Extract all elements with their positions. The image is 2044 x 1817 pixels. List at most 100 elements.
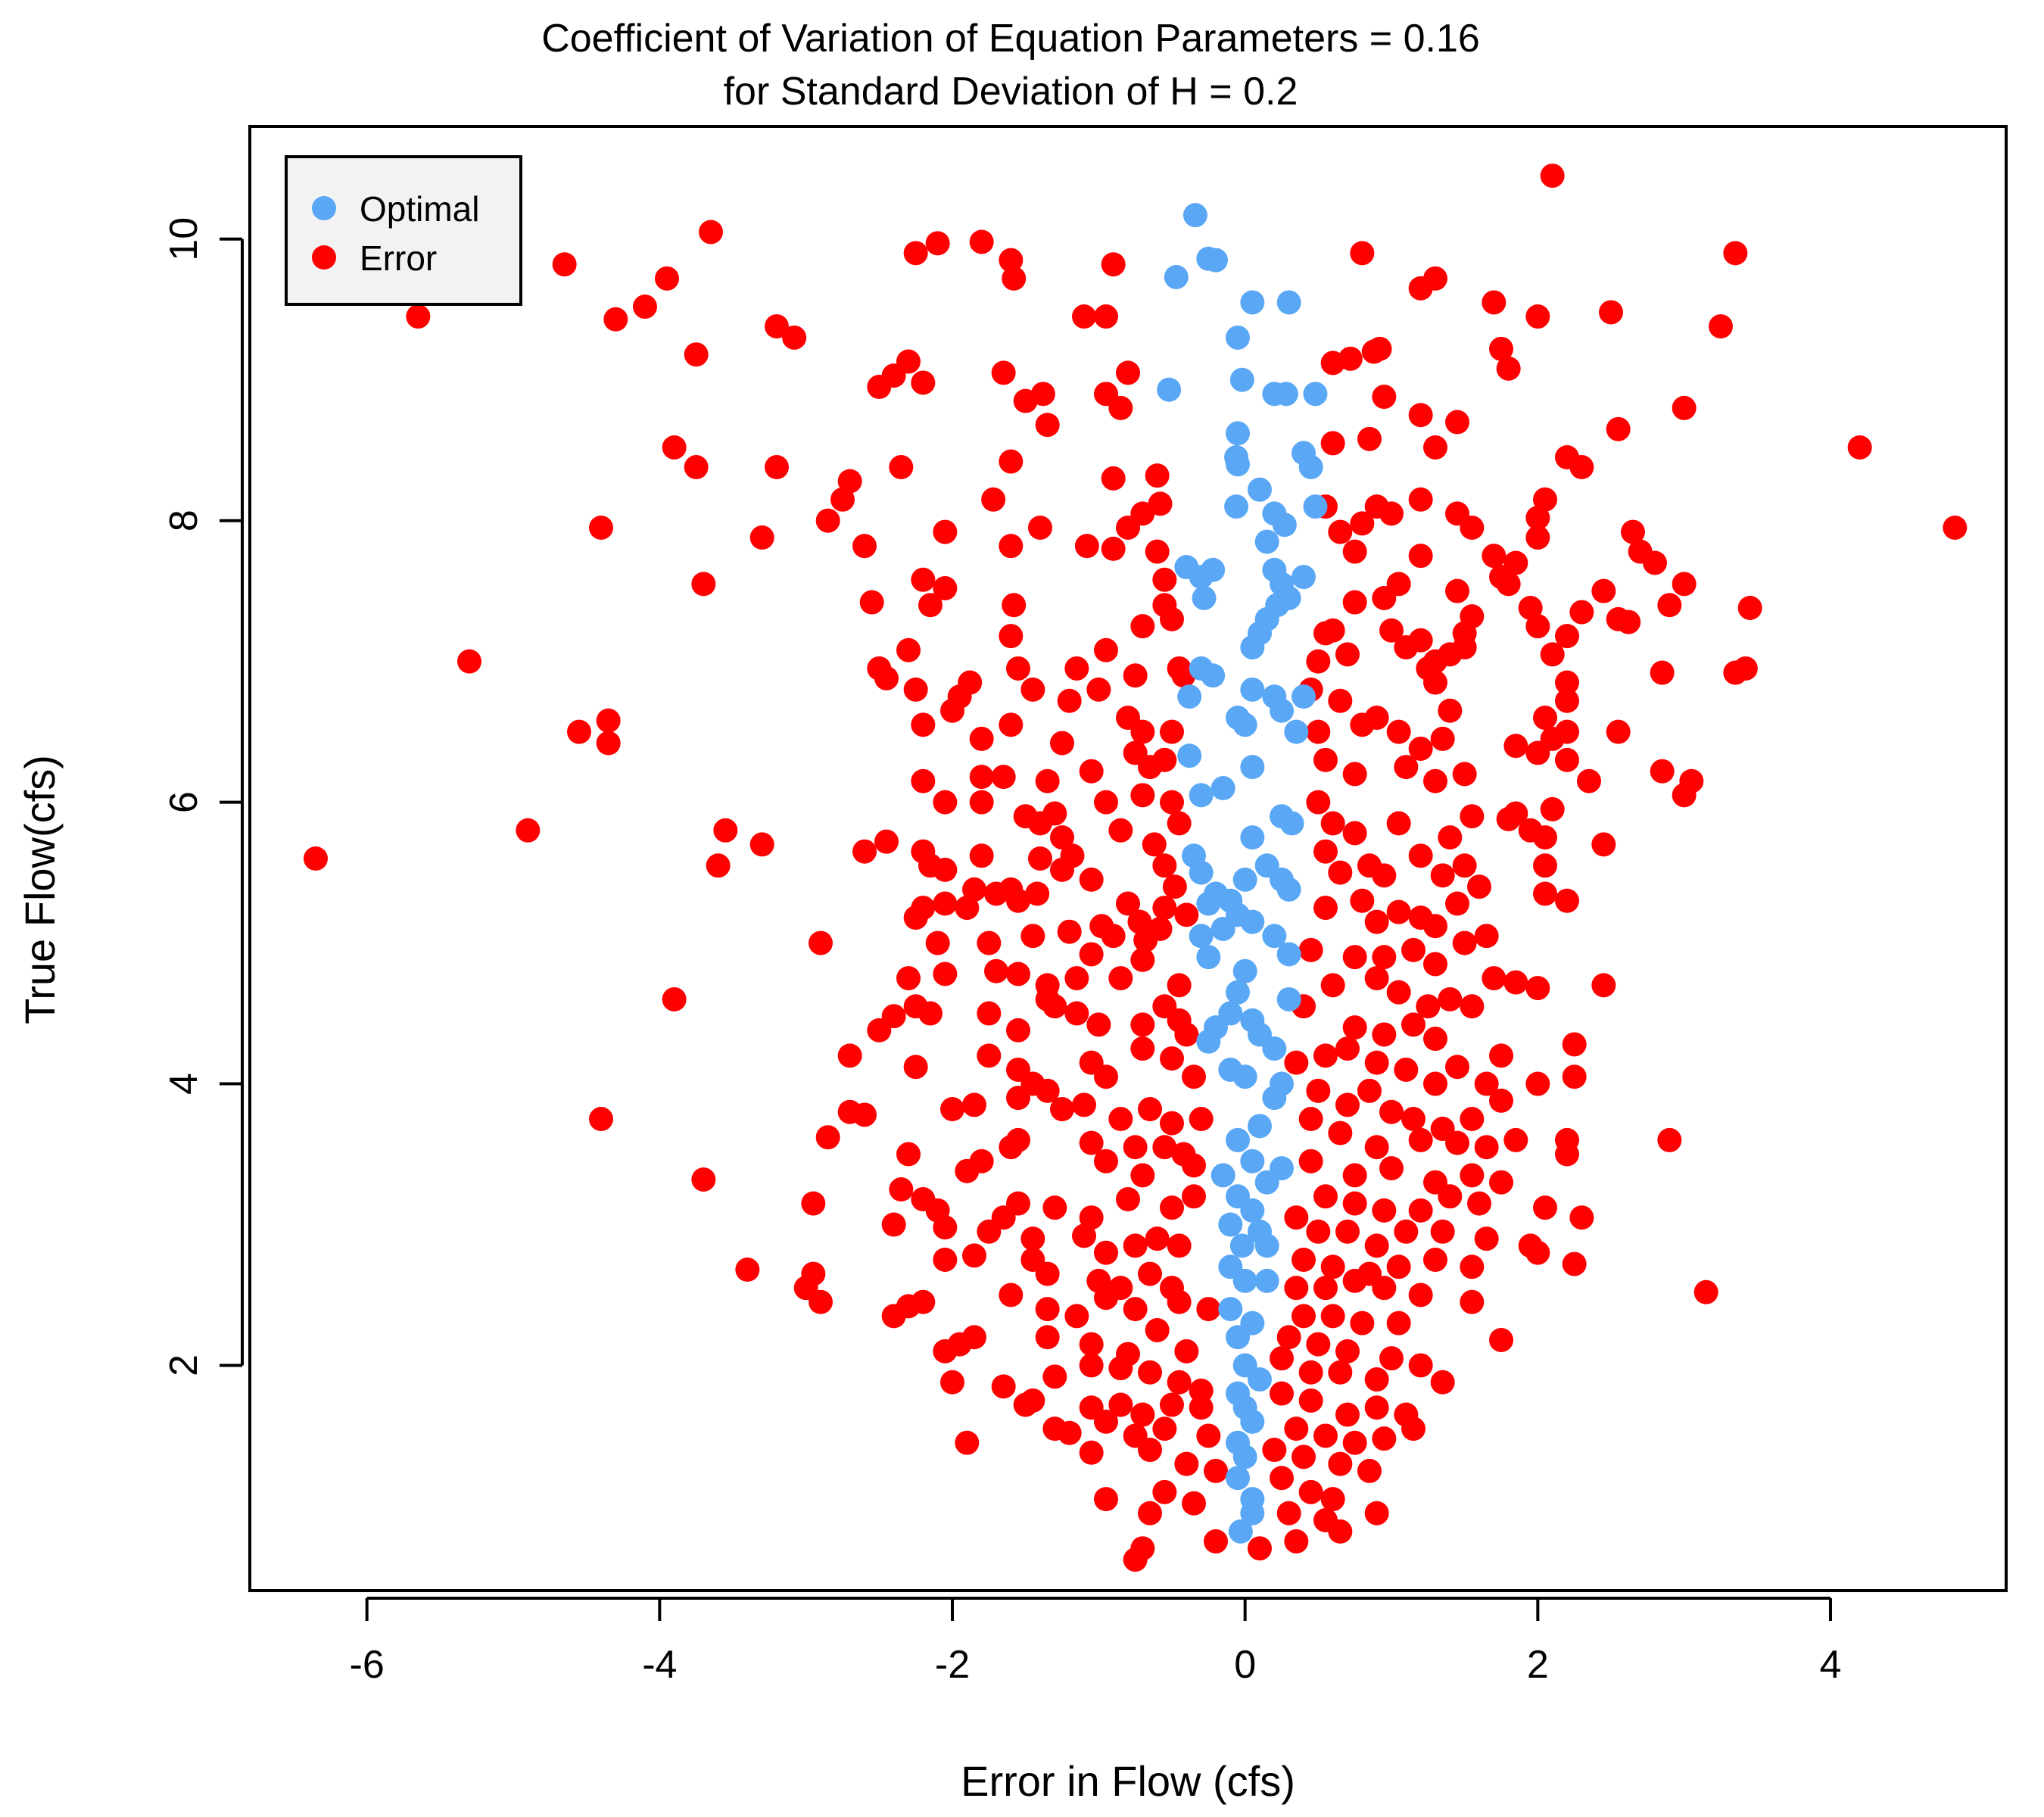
data-point-error bbox=[684, 342, 709, 367]
data-point-error bbox=[1386, 719, 1411, 744]
data-point-error bbox=[933, 857, 958, 882]
data-point-optimal bbox=[1240, 635, 1265, 660]
data-point-optimal bbox=[1232, 867, 1257, 892]
data-point-error bbox=[1408, 1282, 1433, 1307]
data-point-error bbox=[1386, 899, 1411, 924]
data-point-error bbox=[933, 1339, 958, 1364]
data-point-error bbox=[1313, 839, 1338, 864]
y-axis-label: True Flow(cfs) bbox=[16, 755, 64, 1024]
data-point-error bbox=[1320, 1487, 1345, 1512]
data-point-error bbox=[1430, 726, 1455, 751]
data-point-optimal bbox=[1229, 367, 1254, 392]
data-point-error bbox=[1335, 1036, 1360, 1061]
data-point-optimal bbox=[1298, 455, 1323, 480]
data-point-error bbox=[1152, 853, 1177, 878]
data-point-optimal bbox=[1196, 1029, 1221, 1054]
data-point-error bbox=[852, 1102, 877, 1127]
data-point-error bbox=[1364, 966, 1389, 991]
data-point-error bbox=[749, 525, 774, 550]
data-point-error bbox=[1350, 1311, 1375, 1335]
data-point-error bbox=[1116, 360, 1140, 385]
data-point-error bbox=[1152, 567, 1177, 592]
data-point-error bbox=[991, 360, 1016, 385]
data-point-error bbox=[1423, 1071, 1447, 1096]
data-point-error bbox=[1518, 595, 1543, 620]
data-point-error bbox=[1079, 867, 1104, 892]
data-point-error bbox=[1709, 314, 1733, 339]
data-point-error bbox=[1160, 1046, 1184, 1071]
data-point-error bbox=[1182, 1491, 1206, 1516]
data-point-error bbox=[1372, 1022, 1397, 1047]
data-point-error bbox=[1130, 1012, 1155, 1037]
data-point-error bbox=[1489, 336, 1513, 361]
data-point-error bbox=[1445, 1130, 1469, 1155]
data-point-error bbox=[1270, 1466, 1294, 1491]
data-point-error bbox=[1386, 1311, 1411, 1335]
data-point-error bbox=[749, 832, 774, 857]
legend-label-error: Error bbox=[360, 238, 437, 278]
data-point-error bbox=[662, 986, 687, 1011]
data-point-error bbox=[1342, 1163, 1367, 1188]
data-point-error bbox=[1152, 1479, 1177, 1504]
data-point-error bbox=[1189, 1395, 1214, 1420]
data-point-error bbox=[1160, 1195, 1184, 1220]
data-point-error bbox=[1108, 966, 1133, 991]
data-point-error bbox=[809, 1289, 833, 1314]
data-point-error bbox=[1298, 1388, 1323, 1413]
data-point-error bbox=[1248, 1536, 1272, 1561]
data-point-error bbox=[1020, 924, 1045, 949]
data-point-optimal bbox=[1240, 290, 1265, 315]
data-point-error bbox=[1152, 896, 1177, 921]
data-point-optimal bbox=[1240, 677, 1265, 702]
data-point-error bbox=[1328, 1451, 1353, 1476]
data-point-error bbox=[1438, 1184, 1463, 1209]
data-point-error bbox=[406, 304, 431, 329]
data-point-error bbox=[1030, 382, 1055, 407]
data-point-error bbox=[1306, 1332, 1331, 1357]
legend-marker-error bbox=[312, 245, 336, 270]
data-point-error bbox=[1116, 1187, 1140, 1212]
data-point-error bbox=[1496, 356, 1521, 381]
x-tick-label: 4 bbox=[1820, 1643, 1842, 1687]
data-point-optimal bbox=[1303, 494, 1328, 519]
data-point-error bbox=[1335, 1339, 1360, 1364]
plot-frame bbox=[248, 125, 2008, 1592]
data-point-optimal bbox=[1262, 924, 1287, 949]
data-point-error bbox=[1847, 435, 1872, 460]
data-point-error bbox=[1474, 1135, 1499, 1160]
data-point-error bbox=[918, 1001, 943, 1026]
data-point-error bbox=[1364, 1050, 1389, 1075]
x-tick-label: 2 bbox=[1527, 1643, 1549, 1687]
data-point-optimal bbox=[1226, 421, 1250, 446]
data-point-error bbox=[1394, 1057, 1419, 1082]
data-point-error bbox=[1079, 1332, 1104, 1357]
data-point-error bbox=[1035, 1297, 1060, 1322]
data-point-error bbox=[1606, 416, 1631, 441]
data-point-error bbox=[830, 487, 855, 512]
data-point-error bbox=[1606, 719, 1631, 744]
data-point-error bbox=[1320, 618, 1345, 643]
data-point-error bbox=[1130, 1163, 1155, 1188]
data-point-error bbox=[981, 487, 1006, 512]
data-point-error bbox=[1313, 1423, 1338, 1448]
data-point-error bbox=[596, 708, 621, 733]
data-point-error bbox=[1357, 1458, 1382, 1483]
data-point-optimal bbox=[1226, 1127, 1250, 1152]
data-point-error bbox=[1002, 266, 1027, 291]
data-point-error bbox=[1489, 1170, 1513, 1195]
data-point-error bbox=[1650, 759, 1675, 784]
data-point-error bbox=[457, 649, 481, 674]
data-point-error bbox=[1342, 1015, 1367, 1040]
data-point-error bbox=[999, 712, 1024, 737]
data-point-optimal bbox=[1157, 377, 1182, 402]
data-point-optimal bbox=[1240, 1148, 1265, 1173]
data-point-optimal bbox=[1262, 1036, 1287, 1061]
data-point-error bbox=[1379, 1346, 1404, 1371]
data-point-error bbox=[1130, 1402, 1155, 1427]
data-point-error bbox=[881, 1212, 906, 1237]
data-point-error bbox=[1503, 801, 1528, 826]
data-point-error bbox=[1430, 1370, 1455, 1395]
data-point-error bbox=[1445, 410, 1469, 435]
data-point-error bbox=[1364, 1395, 1389, 1420]
data-point-error bbox=[1042, 1195, 1067, 1220]
